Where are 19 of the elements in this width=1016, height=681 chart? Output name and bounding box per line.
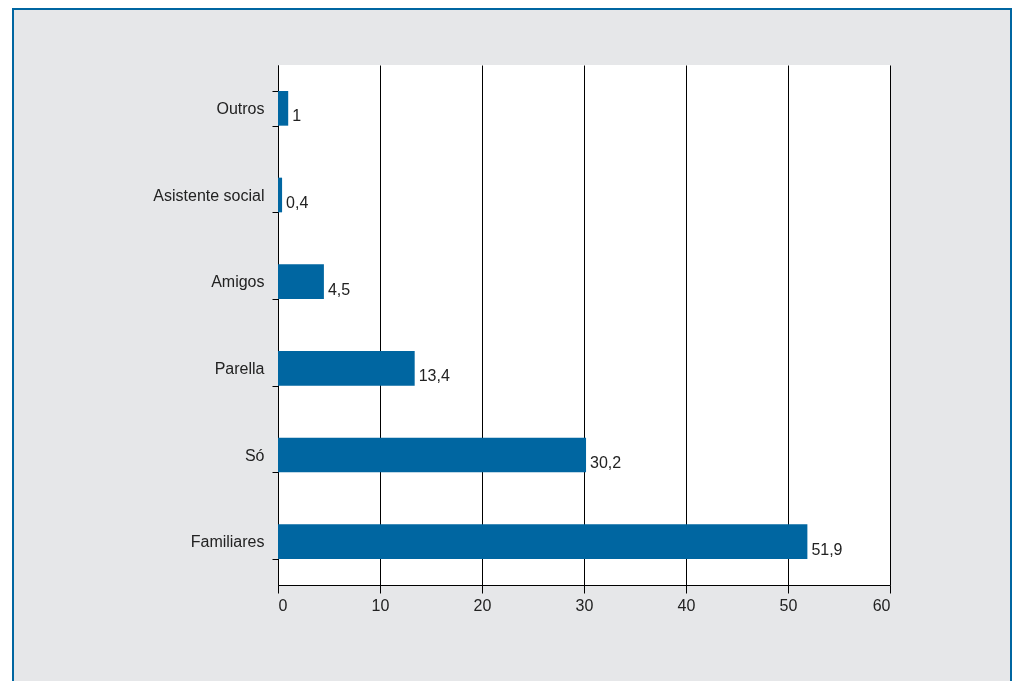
x-tick-label: 60 <box>872 596 891 614</box>
x-tick-label: 40 <box>677 596 696 614</box>
y-tick-label: Familiares <box>190 533 265 551</box>
data-label: 4,5 <box>327 280 351 298</box>
y-tick-label: Parella <box>214 359 265 377</box>
x-tick-label: 0 <box>278 596 288 614</box>
data-label: 13,4 <box>418 367 450 385</box>
y-tick-label: Outros <box>216 99 265 117</box>
data-label: 51,9 <box>811 540 843 558</box>
x-tick-label: 10 <box>371 596 390 614</box>
x-tick-label: 50 <box>779 596 798 614</box>
data-label: 0,4 <box>286 194 309 211</box>
x-tick-label: 20 <box>473 596 492 614</box>
x-tick-label: 30 <box>575 596 594 614</box>
data-label: 30,2 <box>590 454 622 471</box>
y-tick-label: Asistente social <box>153 186 265 204</box>
y-tick-label: Só <box>244 446 265 464</box>
data-label: 1 <box>292 107 302 125</box>
y-tick-label: Amigos <box>211 273 265 291</box>
